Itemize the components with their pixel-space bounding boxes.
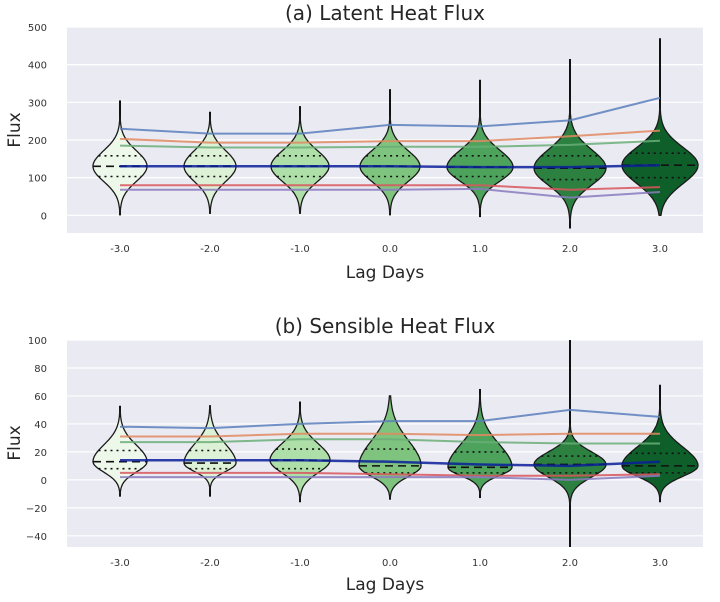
violin-body: [533, 108, 607, 223]
x-tick-label: 3.0: [652, 244, 668, 255]
series-line: [119, 408, 661, 430]
series-line: [120, 432, 660, 438]
x-axis-label: Lag Days: [346, 575, 425, 595]
panel-sensible-heat-flux: (b) Sensible Heat Flux Lag Days Flux −40…: [5, 314, 703, 595]
violin-body: [269, 406, 331, 501]
x-tick-label: -2.0: [200, 244, 220, 255]
x-tick-label: 3.0: [652, 558, 668, 569]
violin-body: [183, 115, 237, 215]
y-tick-label: 60: [34, 392, 47, 403]
y-tick-label: 0: [41, 476, 47, 487]
y-tick-label: 300: [28, 98, 47, 109]
x-tick-label: 1.0: [472, 244, 488, 255]
plot-area: [67, 339, 703, 547]
violin-body: [270, 115, 330, 215]
series-line: [119, 96, 661, 135]
x-tick-label: 1.0: [472, 558, 488, 569]
violin-body: [446, 112, 514, 213]
series-line: [120, 187, 661, 199]
y-tick-label: 500: [28, 23, 47, 34]
y-tick-label: 200: [28, 136, 47, 147]
series-line: [119, 129, 661, 144]
series-line: [120, 184, 661, 191]
violin: [621, 38, 699, 216]
y-tick-label: 40: [34, 420, 47, 431]
y-tick-label: 400: [28, 61, 47, 72]
y-axis-label: Flux: [5, 112, 25, 147]
chart-title: (b) Sensible Heat Flux: [275, 314, 496, 338]
y-tick-label: 80: [34, 364, 47, 375]
series-line: [120, 163, 661, 169]
y-tick-label: 20: [34, 448, 47, 459]
y-tick-label: 100: [28, 336, 47, 347]
violin: [533, 59, 607, 229]
plot-background: [67, 27, 703, 233]
series-line: [120, 474, 661, 481]
violin-body: [447, 393, 513, 495]
x-tick-label: 0.0: [382, 558, 398, 569]
y-tick-label: −40: [26, 532, 47, 543]
x-tick-label: 2.0: [562, 244, 578, 255]
y-tick-label: −20: [26, 504, 47, 515]
violin-body: [621, 107, 699, 216]
x-tick-label: 0.0: [382, 244, 398, 255]
plot-area: [67, 26, 703, 233]
y-axis-label: Flux: [5, 425, 25, 460]
panel-latent-heat-flux: (a) Latent Heat Flux Lag Days Flux 0 100 2…: [5, 1, 703, 283]
y-tick-label: 100: [28, 174, 47, 185]
x-axis-label: Lag Days: [346, 263, 425, 283]
series-line: [120, 471, 661, 477]
series-line: [120, 459, 661, 468]
series-line: [120, 438, 660, 445]
x-tick-label: -3.0: [110, 558, 130, 569]
x-tick-label: -1.0: [290, 244, 310, 255]
x-tick-label: -2.0: [200, 558, 220, 569]
x-tick-label: -1.0: [290, 558, 310, 569]
chart-title: (a) Latent Heat Flux: [285, 1, 485, 25]
violin: [447, 388, 513, 499]
x-tick-label: -3.0: [110, 244, 130, 255]
x-tick-label: 2.0: [562, 558, 578, 569]
y-tick-label: 0: [41, 211, 47, 222]
series-line: [119, 139, 661, 149]
violin: [183, 405, 237, 497]
